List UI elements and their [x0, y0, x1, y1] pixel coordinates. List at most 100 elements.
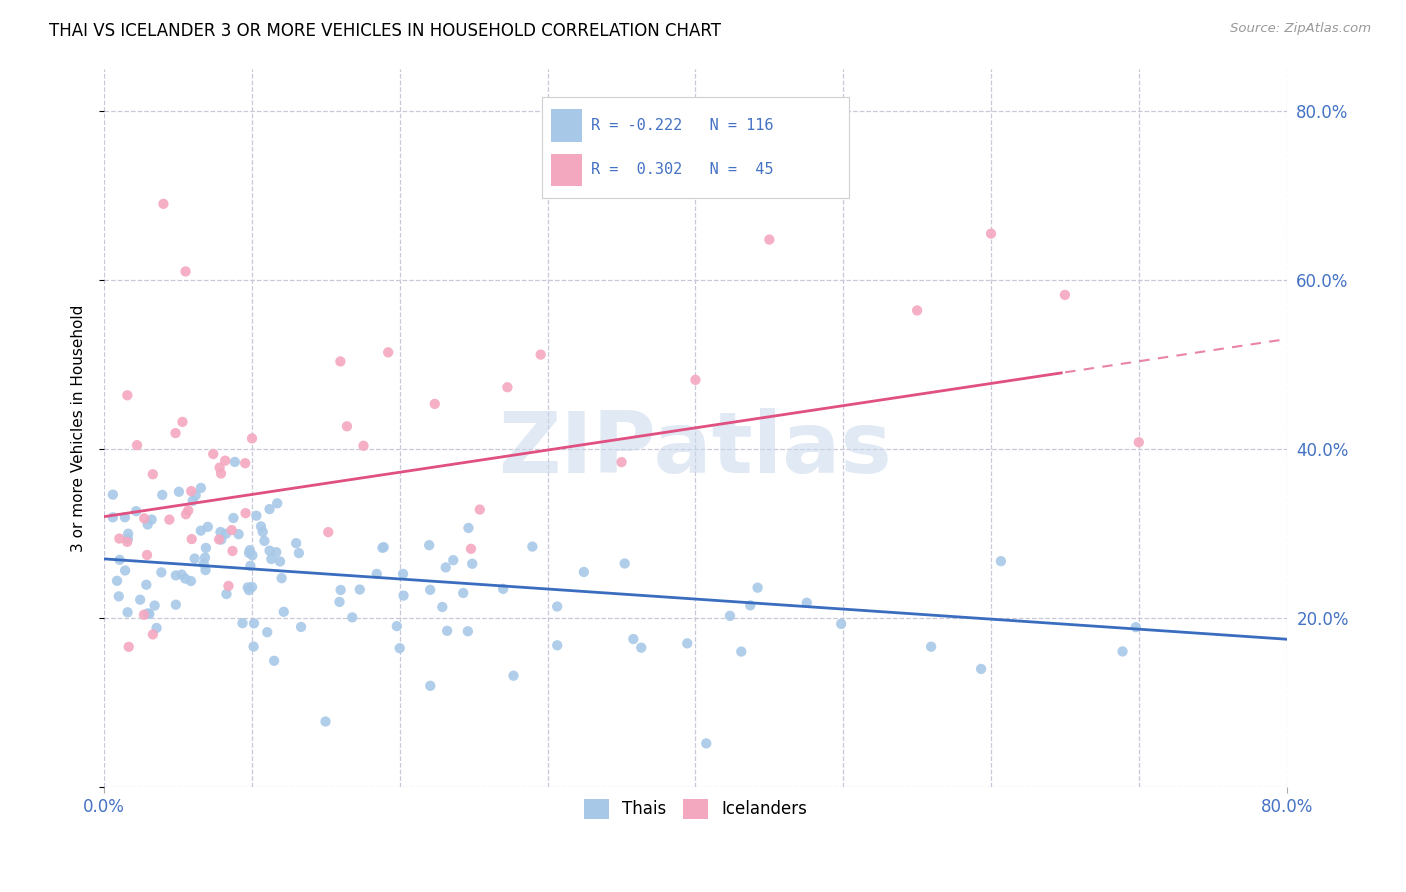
Point	[193, 557, 215, 571]
Point	[108, 553, 131, 567]
Point	[242, 548, 264, 562]
Point	[610, 455, 633, 469]
Point	[342, 610, 364, 624]
Point	[273, 605, 295, 619]
Point	[165, 426, 187, 441]
Point	[315, 714, 337, 729]
Y-axis label: 3 or more Vehicles in Household: 3 or more Vehicles in Household	[72, 304, 86, 551]
Point	[970, 662, 993, 676]
Point	[256, 625, 278, 640]
Point	[141, 512, 163, 526]
Point	[245, 508, 267, 523]
Point	[392, 566, 415, 581]
Point	[468, 502, 491, 516]
Point	[165, 598, 187, 612]
Point	[105, 574, 128, 588]
Point	[730, 644, 752, 658]
Point	[228, 527, 250, 541]
Point	[990, 554, 1012, 568]
Point	[240, 431, 263, 445]
Point	[221, 544, 243, 558]
Point	[329, 582, 352, 597]
Point	[108, 532, 131, 546]
Point	[209, 524, 232, 539]
Point	[288, 546, 311, 560]
Point	[118, 640, 141, 654]
Point	[747, 581, 769, 595]
Point	[236, 581, 259, 595]
Point	[457, 521, 479, 535]
Point	[238, 583, 260, 598]
Point	[115, 534, 138, 549]
Point	[202, 447, 225, 461]
Point	[224, 455, 246, 469]
Point	[132, 607, 155, 622]
Point	[183, 551, 205, 566]
Point	[233, 456, 256, 470]
Point	[796, 596, 818, 610]
Point	[142, 627, 165, 641]
Point	[167, 484, 190, 499]
Point	[235, 506, 257, 520]
Text: ZIPatlas: ZIPatlas	[499, 408, 893, 491]
Point	[522, 540, 544, 554]
Point	[423, 397, 446, 411]
Point	[492, 582, 515, 596]
Point	[136, 548, 159, 562]
Point	[117, 605, 139, 619]
Point	[165, 568, 187, 582]
Point	[451, 586, 474, 600]
Point	[353, 439, 375, 453]
Point	[145, 621, 167, 635]
Point	[434, 560, 457, 574]
Point	[143, 599, 166, 613]
Point	[388, 641, 411, 656]
Point	[1125, 620, 1147, 634]
Legend: Thais, Icelanders: Thais, Icelanders	[576, 792, 814, 826]
Point	[101, 510, 124, 524]
Point	[316, 525, 339, 540]
Point	[152, 196, 174, 211]
Point	[530, 348, 553, 362]
Point	[264, 545, 287, 559]
Point	[174, 264, 197, 278]
Point	[114, 510, 136, 524]
Point	[217, 579, 239, 593]
Point	[457, 624, 479, 639]
Point	[695, 736, 717, 750]
Point	[419, 582, 441, 597]
Point	[125, 438, 148, 452]
Point	[253, 533, 276, 548]
Point	[546, 599, 568, 614]
Point	[238, 546, 260, 560]
Point	[740, 599, 762, 613]
Point	[214, 453, 236, 467]
Point	[209, 533, 232, 547]
Point	[373, 540, 395, 554]
Point	[125, 504, 148, 518]
Point	[349, 582, 371, 597]
Point	[1128, 435, 1150, 450]
Point	[117, 388, 139, 402]
Point	[101, 488, 124, 502]
Point	[502, 669, 524, 683]
Point	[138, 607, 160, 621]
Point	[461, 557, 484, 571]
Point	[190, 524, 212, 538]
Point	[263, 654, 285, 668]
Point	[830, 616, 852, 631]
Point	[117, 532, 139, 546]
Point	[129, 592, 152, 607]
Point	[920, 640, 942, 654]
Point	[546, 638, 568, 652]
Point	[194, 550, 217, 565]
Point	[621, 632, 644, 646]
Point	[676, 636, 699, 650]
Point	[285, 536, 308, 550]
Point	[336, 419, 359, 434]
Point	[630, 640, 652, 655]
Point	[613, 557, 636, 571]
Point	[107, 590, 129, 604]
Point	[170, 567, 193, 582]
Point	[208, 460, 231, 475]
